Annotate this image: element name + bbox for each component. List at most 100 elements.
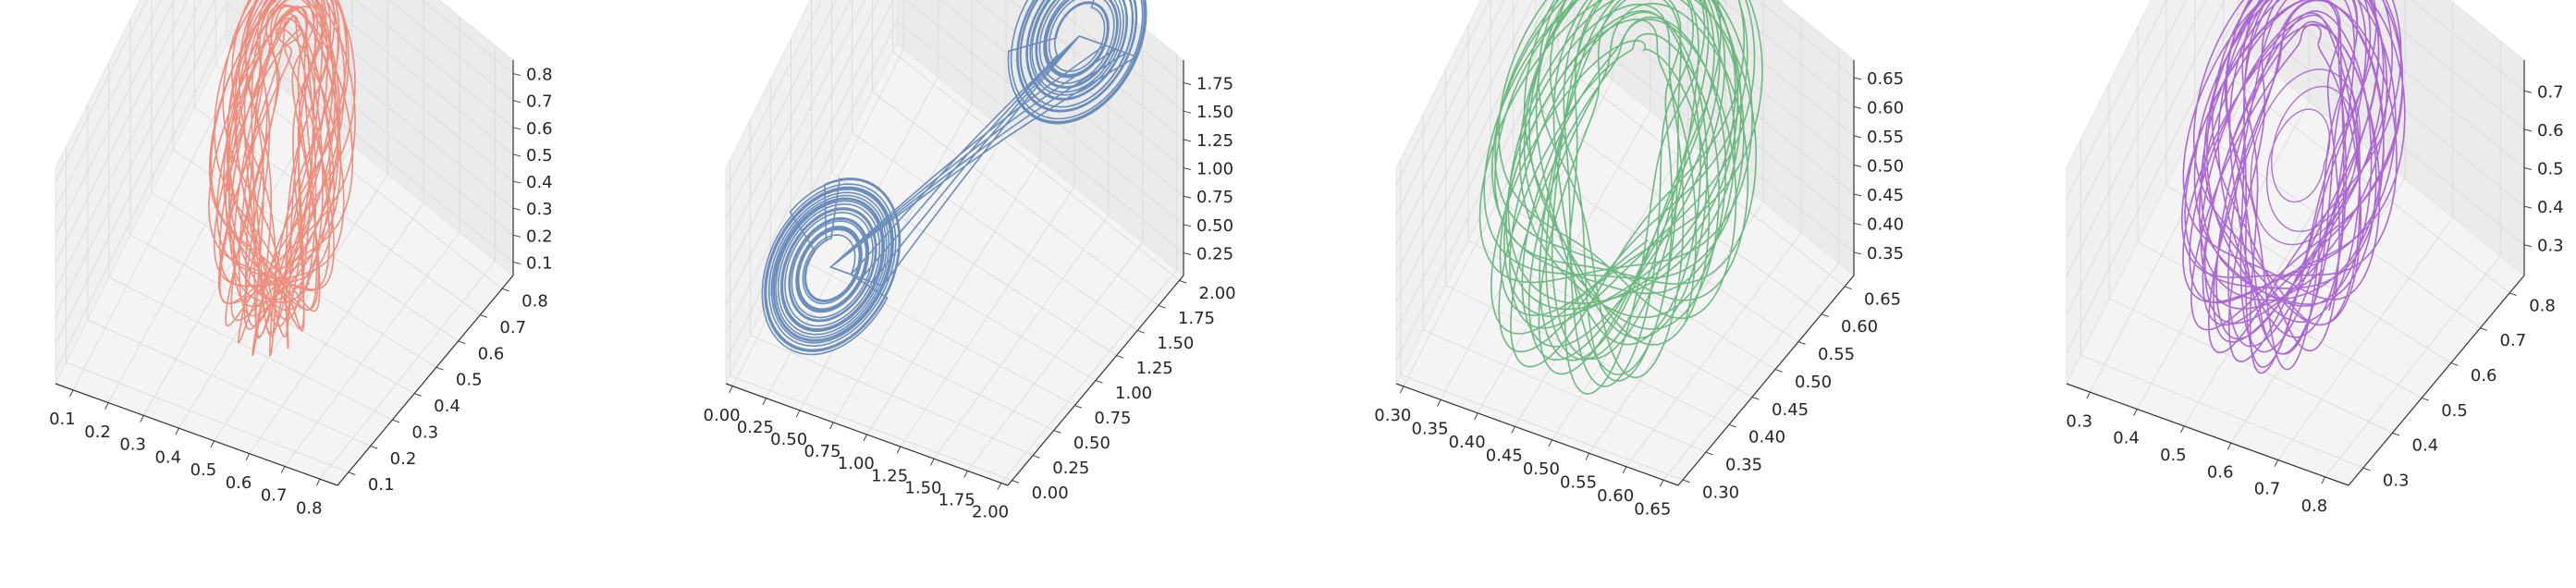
- y-tick: [2509, 292, 2517, 297]
- y-tick-label: 0.45: [1772, 400, 1809, 420]
- x-tick: [69, 389, 74, 398]
- z-gridline-back: [354, 0, 514, 129]
- x-tick: [245, 453, 251, 460]
- y-gridline: [730, 374, 1012, 482]
- z-tick-label: 0.65: [1867, 69, 1904, 89]
- x-tick: [863, 434, 867, 442]
- x-tick: [729, 386, 733, 393]
- x-gridline: [2230, 178, 2406, 444]
- y-gridline: [2080, 354, 2364, 469]
- x-tick-label: 0.3: [119, 435, 146, 455]
- y-tick: [1844, 286, 1852, 290]
- y-tick-label: 2.00: [1199, 284, 1236, 303]
- x-gridline: [1403, 49, 1576, 387]
- y-tick-label: 0.4: [2412, 436, 2439, 456]
- y-tick-label: 0.65: [1864, 289, 1901, 309]
- y-tick-label: 0.3: [2383, 472, 2410, 491]
- x-gridline: [1662, 263, 1840, 481]
- y-gridline: [2137, 241, 2423, 398]
- z-tick: [512, 73, 521, 77]
- x-tick: [829, 422, 834, 430]
- x-gridline: [319, 260, 497, 480]
- x-tick: [963, 471, 968, 478]
- z-gridline-back: [2316, 0, 2525, 168]
- z-gridline-left: [725, 20, 898, 361]
- y-gridline: [892, 51, 1180, 281]
- z-gridline-back: [896, 20, 1184, 253]
- y-tick: [392, 419, 400, 423]
- x-tick-label: 0.6: [226, 473, 252, 493]
- y-tick-label: 1.00: [1115, 384, 1152, 403]
- y-tick: [1116, 355, 1124, 359]
- x-tick-label: 0.5: [190, 460, 217, 480]
- z-tick-label: 0.25: [1196, 244, 1233, 263]
- x-tick-label: 0.60: [1597, 486, 1634, 506]
- x-tick: [2226, 442, 2232, 450]
- x-tick: [997, 483, 1002, 490]
- y-tick: [1682, 479, 1690, 484]
- y-tick-label: 0.25: [1052, 459, 1089, 478]
- z-gridline-back: [387, 0, 514, 102]
- y-tick: [2392, 432, 2400, 436]
- y-axis-line: [337, 275, 514, 486]
- y-tick-label: 0.50: [1795, 373, 1832, 392]
- x-tick: [2133, 409, 2138, 416]
- z-gridline-left: [2066, 0, 2226, 315]
- y-tick-label: 0.8: [2529, 296, 2556, 315]
- z-tick-label: 0.50: [1196, 216, 1233, 236]
- z-tick-label: 0.40: [1867, 214, 1904, 234]
- z-gridline-left: [55, 0, 175, 237]
- z-gridline-left: [1395, 0, 1505, 215]
- z-tick: [1853, 135, 1862, 139]
- y-tick-label: 0.7: [499, 318, 526, 337]
- z-tick: [1853, 193, 1862, 197]
- y-tick: [1053, 430, 1061, 434]
- y-tick: [1095, 380, 1103, 384]
- x-gridline: [2277, 216, 2453, 460]
- x-tick: [762, 398, 767, 406]
- inner-scroll-line: [2250, 68, 2361, 246]
- x-tick: [1399, 386, 1405, 394]
- y-gridline: [791, 253, 1075, 406]
- z-tick: [1853, 251, 1862, 255]
- z-gridline-left: [55, 0, 215, 317]
- z-gridline-back: [1080, 0, 1184, 83]
- y-tick-label: 0.6: [478, 344, 505, 363]
- x-axis-line: [55, 383, 338, 486]
- x-tick-label: 0.4: [154, 447, 181, 467]
- z-tick-label: 0.7: [2537, 82, 2564, 102]
- x-tick: [1659, 479, 1664, 487]
- x-tick-label: 0.25: [737, 418, 774, 437]
- x-tick-label: 1.25: [871, 466, 908, 485]
- x-tick-label: 0.35: [1411, 420, 1448, 439]
- x-gridline: [1477, 110, 1651, 414]
- z-gridline-left: [725, 0, 852, 249]
- z-tick: [512, 234, 521, 238]
- z-tick: [1853, 105, 1862, 109]
- x-tick: [2274, 459, 2279, 467]
- z-gridline-back: [2237, 12, 2525, 246]
- x-tick-label: 0.45: [1486, 447, 1523, 466]
- z-gridline-back: [2268, 0, 2525, 207]
- z-tick-label: 0.1: [526, 253, 553, 273]
- y-tick: [1751, 396, 1760, 400]
- x-tick: [315, 478, 321, 486]
- z-tick-label: 0.55: [1867, 128, 1904, 147]
- z-gridline-left: [725, 0, 880, 305]
- z-gridline-left: [725, 0, 837, 220]
- y-tick: [458, 340, 466, 345]
- z-tick-label: 1.75: [1196, 75, 1233, 94]
- y-tick-label: 0.5: [456, 371, 483, 390]
- y-tick-label: 1.50: [1157, 334, 1194, 353]
- y-tick: [348, 472, 356, 475]
- x-tick-label: 0.2: [84, 423, 111, 442]
- z-tick-label: 0.8: [526, 66, 553, 85]
- z-tick-label: 0.35: [1867, 244, 1904, 263]
- y-tick-label: 1.75: [1178, 309, 1215, 328]
- y-tick-label: 0.2: [390, 449, 417, 469]
- y-gridline: [1535, 105, 1822, 315]
- x-gridline: [2325, 255, 2501, 478]
- x-tick-label: 0.75: [803, 442, 840, 461]
- y-tick-label: 0.6: [2471, 366, 2497, 386]
